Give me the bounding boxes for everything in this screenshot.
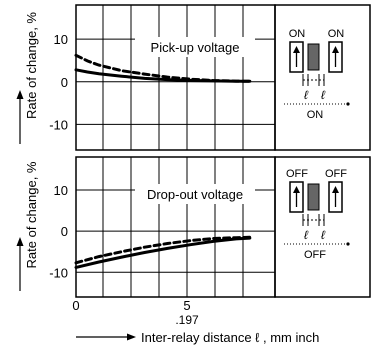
y-tick-label: -10 [49, 265, 68, 280]
relay-arrow-head [293, 186, 300, 193]
relay-left-state: OFF [286, 168, 308, 180]
dimension-label-right: ℓ [321, 88, 326, 102]
relay-inset: OFF OFF ℓ ℓ OFF [284, 168, 350, 261]
panel-1: 10 0 -10 Rate of change, % Pick-up voltage ON… [16, 4, 371, 151]
relay-right-state: ON [328, 28, 345, 40]
y-tick-label: -10 [49, 117, 68, 132]
caption-rule-dot [346, 102, 350, 106]
x-axis-arrow-head [127, 333, 136, 341]
dimension-label-right: ℓ [321, 228, 326, 242]
y-tick-label: 0 [61, 224, 68, 239]
relay-right-state: OFF [325, 168, 347, 180]
x-tick-label-0: 0 [72, 298, 79, 313]
y-tick-label: 10 [54, 32, 68, 47]
solid-series-line [74, 236, 252, 269]
shared-x-axis: 0 5 .197 Inter-relay distance ℓ , mm inc… [72, 298, 319, 345]
y-axis-label: Rate of change, % [24, 12, 39, 119]
relay-inset: ON ON ℓ ℓ ON [284, 28, 350, 121]
inset-frame [274, 156, 371, 298]
inset-caption: OFF [304, 249, 326, 261]
magnet-block [307, 43, 320, 71]
caption-rule-dot [346, 242, 350, 246]
inset-frame [274, 4, 371, 151]
grid-lines [76, 5, 275, 150]
plot-frame [75, 156, 276, 298]
panel-title: Drop-out voltage [147, 187, 243, 202]
dashed-series-line [74, 235, 252, 265]
dimension-label-left: ℓ [304, 88, 309, 102]
relay-left-state: ON [289, 28, 306, 40]
y-tick-label: 0 [61, 75, 68, 90]
y-axis-arrow-head [16, 90, 24, 99]
magnet-block [307, 183, 320, 211]
grid-lines [76, 157, 275, 297]
dimension-label-left: ℓ [304, 228, 309, 242]
y-axis-arrow-head [16, 237, 24, 246]
dashed-series-line [74, 53, 252, 83]
y-tick-label: 10 [54, 183, 68, 198]
y-axis-label: Rate of change, % [24, 161, 39, 268]
panel-2: 10 0 -10 Rate of change, % Drop-out voltage O… [16, 156, 371, 298]
x-axis-label: Inter-relay distance ℓ , mm inch [141, 330, 319, 345]
inset-caption: ON [307, 109, 324, 121]
relay-arrow-head [332, 186, 339, 193]
x-tick-label-5: 5 [183, 298, 190, 313]
title-backing [135, 37, 255, 57]
x-tick-sublabel: .197 [175, 313, 199, 327]
relay-arrow-head [332, 46, 339, 53]
title-backing [135, 184, 255, 204]
chart-panels: 10 0 -10 Rate of change, % Pick-up voltage ON… [16, 4, 371, 298]
relay-arrow-head [293, 46, 300, 53]
panel-title: Pick-up voltage [151, 40, 240, 55]
